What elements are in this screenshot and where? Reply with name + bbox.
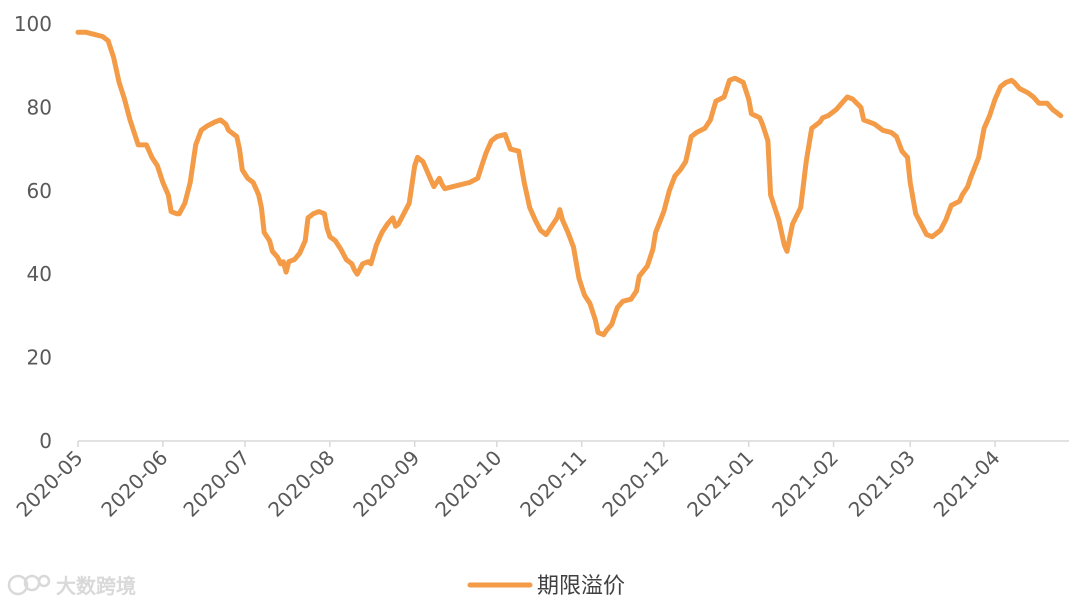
x-tick-label: 2020-08 [263,446,339,522]
x-tick-label: 2020-10 [430,446,506,522]
x-tick-label: 2020-05 [11,446,87,522]
y-tick-label: 0 [39,429,52,453]
x-tick-label: 2020-12 [597,446,673,522]
legend-label: 期限溢价 [537,574,625,599]
x-tick-label: 2021-04 [929,446,1005,522]
x-tick-label: 2021-02 [767,446,843,522]
x-tick-label: 2021-03 [844,446,920,522]
series-line [75,29,1064,338]
watermark: 大数跨境 [7,574,136,598]
x-tick-label: 2020-09 [348,446,424,522]
y-tick-label: 80 [27,95,52,119]
series-group [75,29,1064,338]
y-tick-label: 40 [27,262,52,286]
x-axis: 2020-05 2020-06 2020-07 2020-08 2020-09 2020-… [11,441,1005,522]
y-tick-label: 20 [27,346,52,370]
y-tick-label: 60 [27,179,52,203]
x-tick-label: 2020-07 [178,446,254,522]
watermark-logo-icon [7,574,51,596]
x-tick-label: 2020-06 [96,446,172,522]
x-tick-label: 2021-01 [682,446,758,522]
legend: 期限溢价 [467,574,625,599]
x-tick-label: 2020-11 [515,446,591,522]
y-tick-label: 100 [14,12,52,36]
watermark-text: 大数跨境 [56,574,136,598]
y-axis: 0 20 40 60 80 100 [14,12,52,453]
